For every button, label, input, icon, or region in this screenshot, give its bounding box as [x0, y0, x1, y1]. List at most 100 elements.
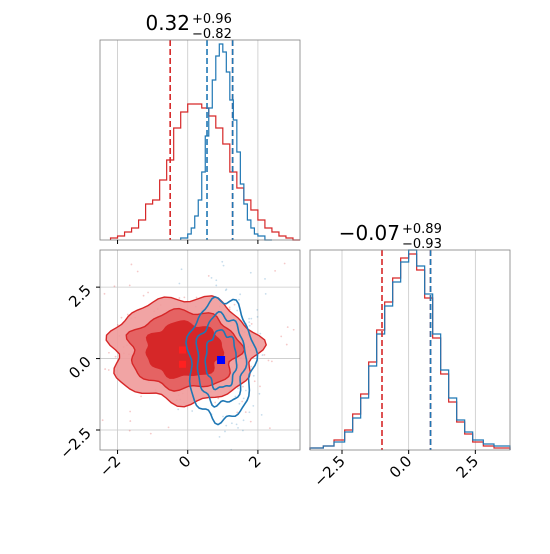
scatter-point [260, 413, 263, 416]
scatter-point [236, 411, 239, 414]
scatter-point [207, 275, 210, 277]
joint-xtick-label: 2 [245, 452, 264, 471]
scatter-point [128, 429, 131, 432]
scatter-point [224, 430, 226, 433]
scatter-point [107, 369, 110, 371]
joint-ytick-label: −2.5 [56, 424, 94, 462]
scatter-point [237, 427, 239, 429]
scatter-point [178, 282, 181, 285]
scatter-point [136, 270, 139, 273]
scatter-point [256, 315, 259, 318]
scatter-point [177, 408, 180, 411]
scatter-point [261, 354, 264, 356]
hist2-xtick-label: 2.5 [453, 452, 483, 482]
scatter-point [250, 323, 253, 325]
scatter-point [234, 395, 237, 398]
scatter-point [113, 285, 116, 288]
scatter-point [259, 332, 262, 335]
scatter-point [258, 392, 261, 395]
scatter-point [242, 385, 244, 388]
scatter-point [270, 360, 273, 363]
scatter-point [195, 296, 198, 299]
blue-contour-inner [204, 329, 238, 391]
scatter-point [191, 410, 194, 412]
scatter-point [263, 353, 266, 356]
scatter-point [238, 402, 241, 405]
scatter-point [140, 395, 142, 398]
scatter-point [101, 419, 104, 422]
joint-frame [99, 249, 301, 451]
hist2-frame [309, 249, 511, 451]
hist1-series [109, 103, 300, 241]
scatter-point [129, 410, 132, 413]
hist2-series [309, 253, 511, 450]
scatter-point [244, 389, 247, 392]
scatter-point [225, 288, 228, 291]
scatter-point [142, 294, 145, 297]
scatter-point [249, 420, 252, 423]
scatter-point [222, 264, 225, 267]
scatter-point [116, 323, 119, 326]
scatter-point [252, 404, 255, 407]
joint-ytick-label: 2.5 [65, 281, 95, 311]
scatter-point [241, 400, 244, 403]
joint-ytick-label: 0.0 [65, 353, 95, 383]
scatter-point [250, 317, 253, 320]
joint-xtick-label: −2 [96, 452, 124, 480]
hist1-title-value: 0.32 [145, 11, 190, 35]
scatter-point [235, 423, 238, 426]
scatter-point [230, 422, 233, 425]
scatter-point [129, 420, 132, 422]
scatter-point [285, 343, 288, 346]
hist1-frame [99, 39, 301, 241]
scatter-point [225, 424, 228, 427]
scatter-point [228, 306, 231, 309]
scatter-point [218, 435, 221, 438]
scatter-point [242, 429, 244, 432]
scatter-point [126, 313, 129, 316]
hist2-title-lower: −0.93 [402, 237, 442, 252]
scatter-point [236, 309, 239, 312]
hist2-series [309, 249, 511, 450]
blue-marker [217, 356, 226, 364]
scatter-point [178, 297, 181, 299]
scatter-point [264, 292, 267, 295]
blue-contour-outer [185, 296, 259, 426]
scatter-point [242, 419, 245, 422]
scatter-point [238, 298, 240, 301]
scatter-point [103, 292, 106, 295]
hist1-series [180, 43, 272, 241]
hist1-title-upper: +0.96 [192, 12, 232, 27]
scatter-point [215, 284, 218, 287]
hist2-title: −0.07 +0.89−0.93 [339, 221, 442, 252]
scatter-point [252, 374, 255, 377]
scatter-point [239, 293, 242, 296]
scatter-point [244, 411, 247, 413]
scatter-point [224, 289, 227, 292]
scatter-point [149, 432, 152, 435]
scatter-point [292, 328, 295, 331]
scatter-point [210, 276, 213, 279]
scatter-point [237, 387, 239, 390]
scatter-point [167, 426, 170, 429]
scatter-point [221, 260, 224, 263]
scatter-point [264, 278, 266, 280]
scatter-point [130, 263, 133, 266]
scatter-point [280, 335, 283, 338]
scatter-point [108, 351, 110, 354]
red-marker [178, 346, 186, 354]
scatter-point [248, 321, 251, 324]
scatter-point [183, 296, 186, 299]
scatter-point [256, 308, 259, 311]
hist2-xtick-label: 0.0 [386, 452, 416, 482]
joint-xtick-label: 0 [175, 452, 194, 471]
scatter-point [286, 326, 289, 329]
scatter-point [283, 262, 286, 265]
scatter-point [120, 316, 123, 319]
blue-contour-middle [195, 310, 248, 408]
hist2-xtick-label: −2.5 [310, 452, 348, 490]
scatter-point [222, 415, 224, 418]
red-marker-secondary [178, 360, 186, 368]
